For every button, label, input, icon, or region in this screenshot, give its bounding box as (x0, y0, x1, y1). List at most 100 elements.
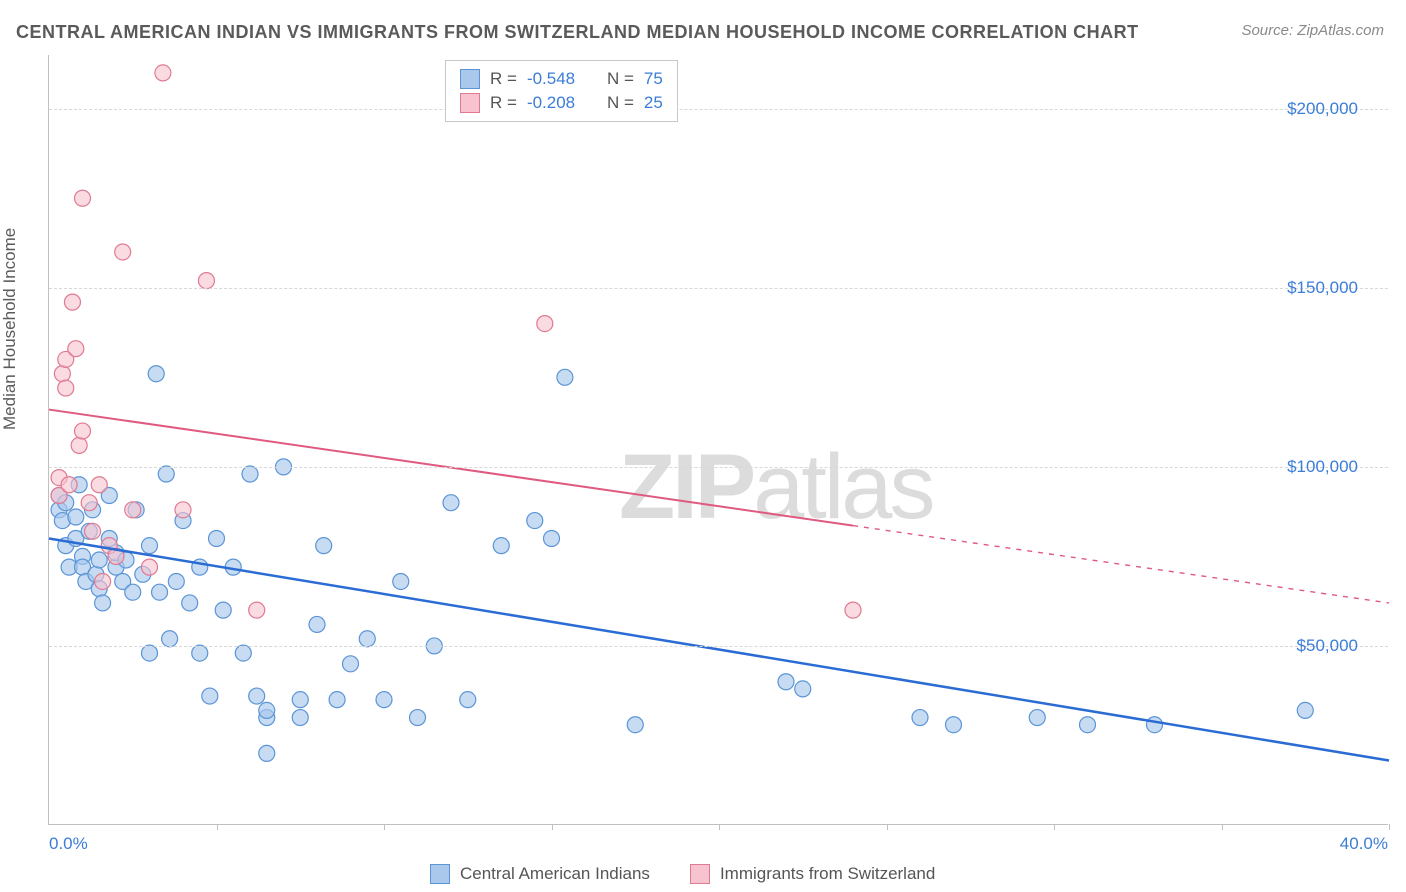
gridline (49, 646, 1388, 647)
correlation-legend: R = -0.548 N = 75R = -0.208 N = 25 (445, 60, 678, 122)
n-value: 25 (644, 93, 663, 113)
data-point (316, 538, 332, 554)
gridline (49, 109, 1388, 110)
data-point (215, 602, 231, 618)
chart-plot-area: ZIPatlas 0.0% 40.0% $50,000$100,000$150,… (48, 55, 1388, 825)
data-point (68, 341, 84, 357)
y-tick-label: $50,000 (1297, 636, 1358, 656)
legend-item: Central American Indians (430, 864, 650, 884)
data-point (912, 710, 928, 726)
data-point (75, 423, 91, 439)
data-point (292, 710, 308, 726)
x-tick (1054, 824, 1055, 830)
r-label: R = (490, 93, 517, 113)
data-point (235, 645, 251, 661)
data-point (292, 692, 308, 708)
data-point (544, 530, 560, 546)
data-point (155, 65, 171, 81)
data-point (168, 573, 184, 589)
data-point (557, 369, 573, 385)
x-tick (384, 824, 385, 830)
data-point (142, 645, 158, 661)
data-point (259, 745, 275, 761)
data-point (175, 502, 191, 518)
data-point (527, 513, 543, 529)
x-axis-end-label: 40.0% (1340, 834, 1388, 854)
data-point (68, 509, 84, 525)
data-point (192, 645, 208, 661)
data-point (443, 495, 459, 511)
data-point (125, 502, 141, 518)
x-tick (1222, 824, 1223, 830)
r-value: -0.208 (527, 93, 587, 113)
data-point (627, 717, 643, 733)
x-tick (887, 824, 888, 830)
r-value: -0.548 (527, 69, 587, 89)
data-point (142, 559, 158, 575)
legend-swatch (690, 864, 710, 884)
data-point (85, 523, 101, 539)
data-point (115, 244, 131, 260)
data-point (75, 190, 91, 206)
data-point (242, 466, 258, 482)
scatter-plot-svg (49, 55, 1388, 824)
data-point (142, 538, 158, 554)
data-point (329, 692, 345, 708)
correlation-row: R = -0.548 N = 75 (460, 67, 663, 91)
data-point (493, 538, 509, 554)
data-point (845, 602, 861, 618)
data-point (158, 466, 174, 482)
correlation-row: R =-0.208N =25 (460, 91, 663, 115)
data-point (64, 294, 80, 310)
data-point (182, 595, 198, 611)
legend-swatch (430, 864, 450, 884)
data-point (198, 273, 214, 289)
data-point (249, 602, 265, 618)
legend-item: Immigrants from Switzerland (690, 864, 935, 884)
x-tick (719, 824, 720, 830)
data-point (537, 316, 553, 332)
data-point (1147, 717, 1163, 733)
data-point (359, 631, 375, 647)
series-legend: Central American Indians Immigrants from … (430, 864, 935, 884)
data-point (249, 688, 265, 704)
data-point (58, 380, 74, 396)
n-value: 75 (644, 69, 663, 89)
data-point (778, 674, 794, 690)
gridline (49, 467, 1388, 468)
data-point (125, 584, 141, 600)
gridline (49, 288, 1388, 289)
data-point (61, 477, 77, 493)
trend-line-dashed (853, 526, 1389, 603)
x-axis-start-label: 0.0% (49, 834, 88, 854)
data-point (1029, 710, 1045, 726)
data-point (946, 717, 962, 733)
data-point (91, 552, 107, 568)
data-point (162, 631, 178, 647)
data-point (202, 688, 218, 704)
data-point (460, 692, 476, 708)
data-point (95, 573, 111, 589)
data-point (376, 692, 392, 708)
data-point (71, 437, 87, 453)
x-tick (217, 824, 218, 830)
n-label: N = (607, 69, 634, 89)
r-label: R = (490, 69, 517, 89)
y-tick-label: $100,000 (1287, 457, 1358, 477)
legend-swatch (460, 69, 480, 89)
data-point (95, 595, 111, 611)
data-point (152, 584, 168, 600)
data-point (343, 656, 359, 672)
data-point (795, 681, 811, 697)
data-point (393, 573, 409, 589)
y-tick-label: $200,000 (1287, 99, 1358, 119)
y-axis-label: Median Household Income (0, 228, 20, 430)
data-point (54, 366, 70, 382)
data-point (1080, 717, 1096, 733)
data-point (148, 366, 164, 382)
data-point (1297, 702, 1313, 718)
data-point (91, 477, 107, 493)
legend-label: Immigrants from Switzerland (720, 864, 935, 884)
legend-swatch (460, 93, 480, 113)
data-point (81, 495, 97, 511)
